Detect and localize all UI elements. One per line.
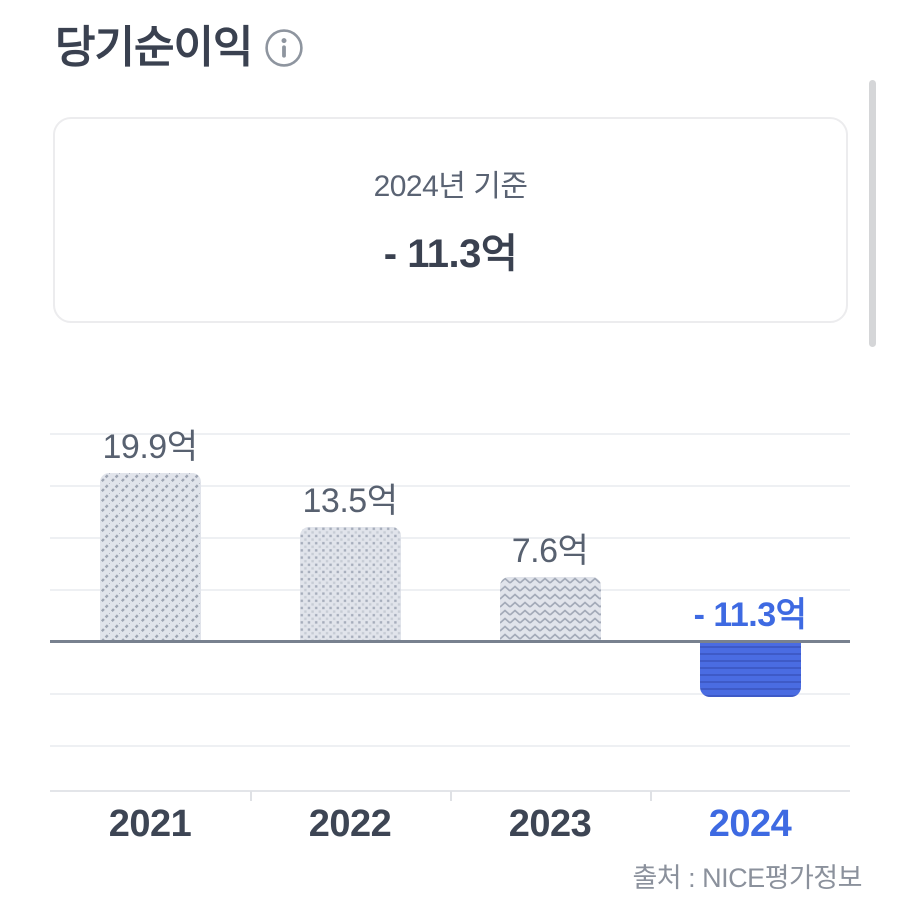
value-label-2024: - 11.3억 <box>693 596 807 634</box>
bar-2021[interactable] <box>99 473 201 641</box>
x-axis-tick <box>450 791 452 801</box>
page-header: 당기순이익 <box>55 23 304 72</box>
info-icon[interactable] <box>264 28 304 68</box>
x-axis-tick <box>250 791 252 801</box>
gridline <box>50 485 850 487</box>
gridline <box>50 433 850 435</box>
bar-2023[interactable] <box>499 577 601 641</box>
scrollbar-thumb[interactable] <box>869 80 876 347</box>
summary-card: 2024년 기준 - 11.3억 <box>53 117 848 323</box>
bar-2022[interactable] <box>299 527 401 641</box>
gridline <box>50 589 850 591</box>
value-label-2022: 13.5억 <box>302 482 398 520</box>
zero-baseline <box>50 640 850 643</box>
bar-2024[interactable] <box>699 641 801 697</box>
year-label-2023: 2023 <box>508 803 592 845</box>
value-label-2021: 19.9억 <box>102 428 198 466</box>
source-caption: 출처 : NICE평가정보 <box>632 863 862 893</box>
page-title: 당기순이익 <box>55 23 253 72</box>
summary-caption: 2024년 기준 <box>373 170 528 203</box>
year-label-2021: 2021 <box>108 803 192 845</box>
year-label-2024: 2024 <box>708 803 792 845</box>
summary-value: - 11.3억 <box>383 232 518 276</box>
year-label-2022: 2022 <box>308 803 392 845</box>
gridline <box>50 745 850 747</box>
value-label-2023: 7.6억 <box>511 532 589 570</box>
x-axis-tick <box>650 791 652 801</box>
gridline <box>50 537 850 539</box>
gridline <box>50 693 850 695</box>
